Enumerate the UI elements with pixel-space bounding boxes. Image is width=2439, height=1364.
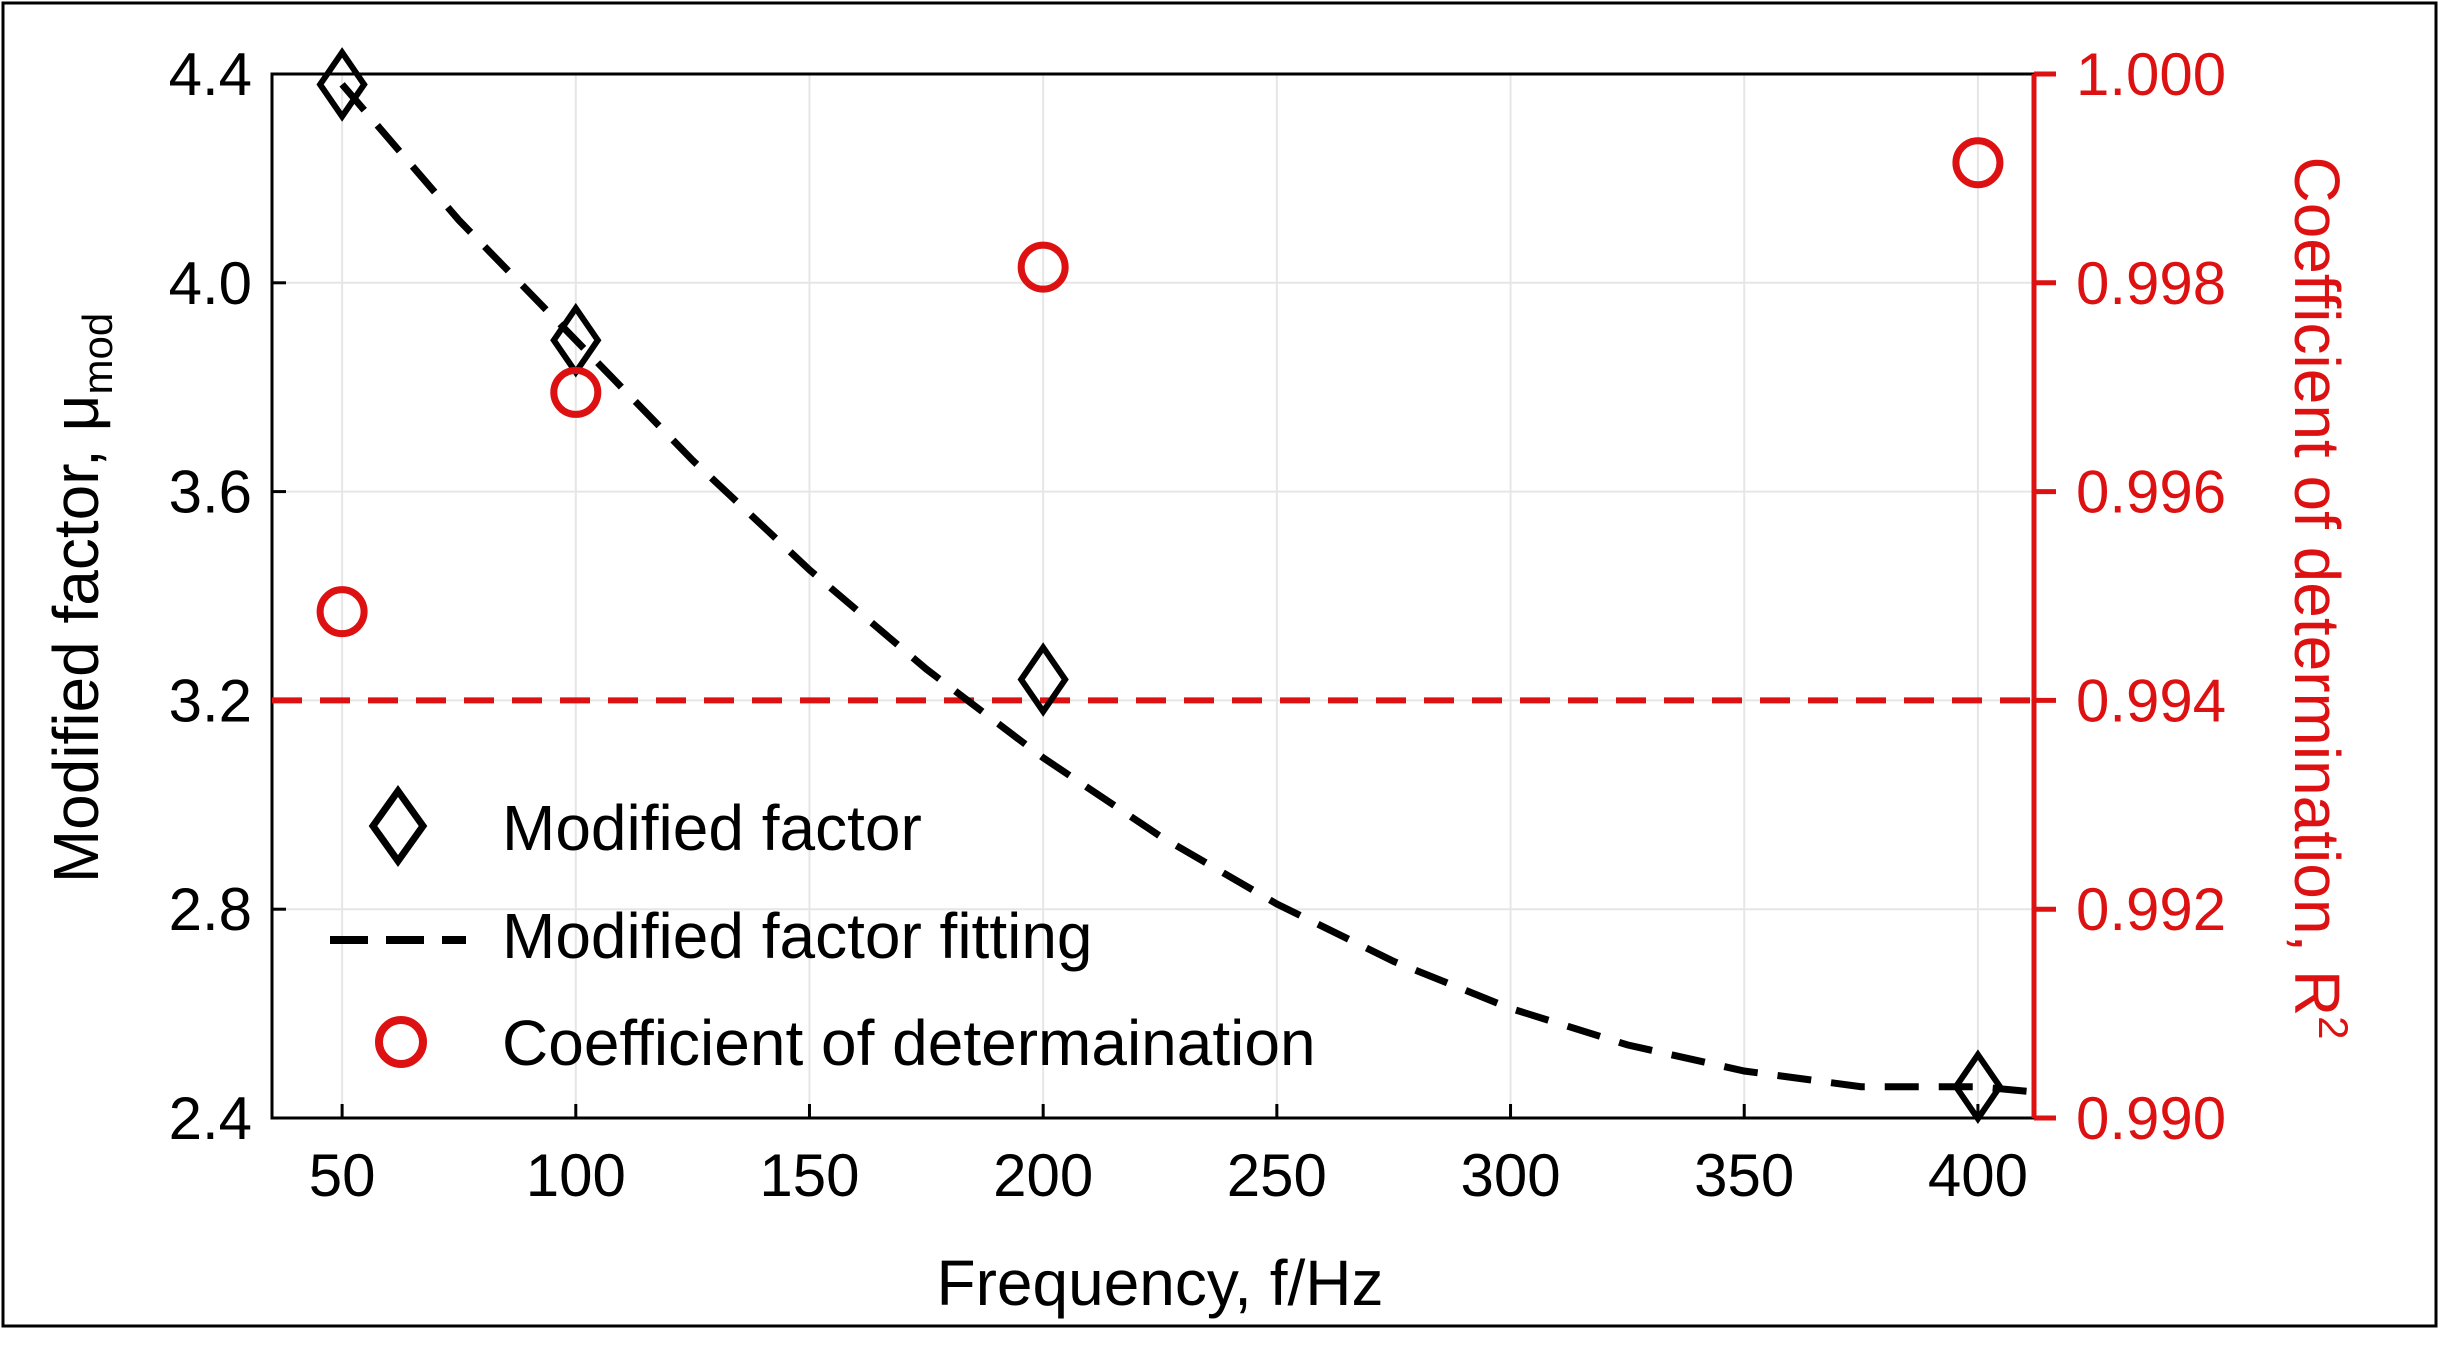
y-tick-label-left: 3.6: [169, 459, 252, 526]
y-tick-label-right: 0.998: [2076, 250, 2226, 317]
series-layer: [272, 47, 2035, 1124]
legend-diamond-marker: [368, 784, 428, 868]
diamond-point: [1017, 642, 1069, 717]
circle-point: [1017, 241, 1069, 293]
y-tick-label-left: 2.4: [169, 1085, 252, 1152]
diamond-point: [1952, 1049, 2004, 1124]
x-tick-label: 400: [1928, 1142, 2028, 1209]
circle-point: [316, 586, 368, 638]
x-tick-label: 50: [309, 1142, 376, 1209]
y-axis-title-left: Modified factor, μmod: [40, 313, 121, 883]
y-tick-label-right: 0.994: [2076, 667, 2226, 734]
x-tick-label: 300: [1460, 1142, 1560, 1209]
x-tick-label: 250: [1227, 1142, 1327, 1209]
y-tick-label-left: 3.2: [169, 667, 252, 734]
x-tick-label: 200: [993, 1142, 1093, 1209]
y-axis-title-right-superscript: 2: [2310, 1016, 2357, 1039]
legend: Modified factor Modified factor fitting …: [330, 784, 1316, 1079]
y-tick-label-right: 0.990: [2076, 1085, 2226, 1152]
y-tick-label-right: 1.000: [2076, 41, 2226, 108]
y-tick-label-left: 2.8: [169, 876, 252, 943]
y-tick-label-right: 0.992: [2076, 876, 2226, 943]
chart-frame: [1, 1, 2438, 1328]
x-axis-title: Frequency, f/Hz: [937, 1247, 1384, 1319]
legend-circle-marker: [375, 1016, 427, 1068]
circle-point: [1952, 137, 2004, 189]
circle-point: [550, 366, 602, 418]
y-tick-label-right: 0.996: [2076, 459, 2226, 526]
y-tick-label-left: 4.4: [169, 41, 252, 108]
fit-curve: [339, 82, 2035, 1096]
legend-label-modified-factor: Modified factor: [502, 792, 922, 864]
legend-label-coefficient: Coefficient of determaination: [502, 1007, 1316, 1079]
y-tick-label-left: 4.0: [169, 250, 252, 317]
y-axis-title-right: Coefficient of determination, R2: [2281, 156, 2357, 1039]
x-tick-label: 350: [1694, 1142, 1794, 1209]
axes-layer: 50 100 150 200 250 300 350 400 2.4 2.8 3.2 3.6 4.0 4.…: [169, 41, 2227, 1209]
x-tick-label: 150: [759, 1142, 859, 1209]
x-tick-label: 100: [526, 1142, 626, 1209]
legend-label-modified-factor-fitting: Modified factor fitting: [502, 900, 1093, 972]
y-axis-title-left-subscript: mod: [74, 313, 121, 395]
diamond-point: [316, 47, 368, 122]
